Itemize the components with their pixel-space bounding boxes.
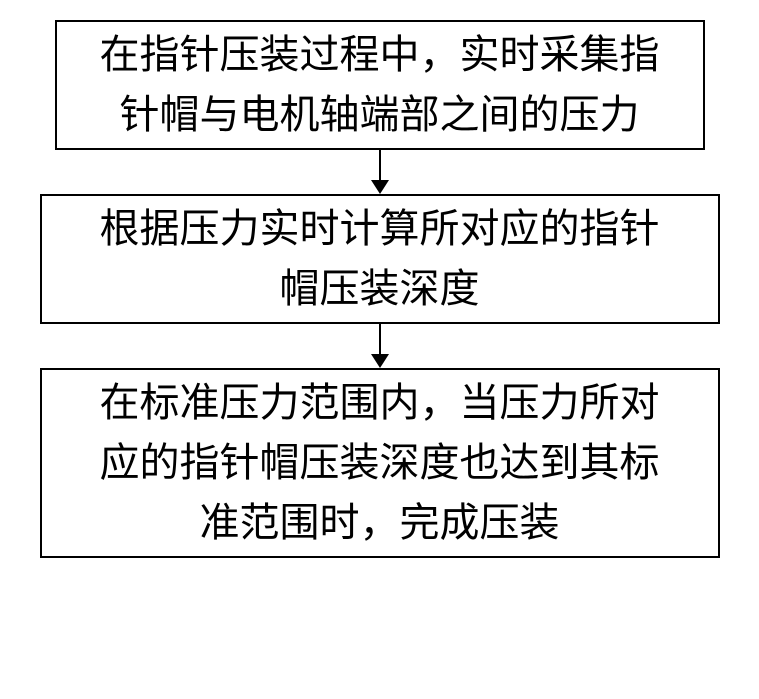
flowchart-step-1: 在指针压装过程中，实时采集指 针帽与电机轴端部之间的压力	[55, 20, 705, 150]
flowchart-step-3: 在标准压力范围内，当压力所对 应的指针帽压装深度也达到其标 准范围时，完成压装	[40, 368, 720, 558]
flowchart-step-2: 根据压力实时计算所对应的指针 帽压装深度	[40, 194, 720, 324]
arrow-line	[379, 324, 381, 354]
arrow-line	[379, 150, 381, 180]
flowchart-arrow-1	[371, 150, 389, 194]
arrow-head-icon	[371, 354, 389, 368]
flowchart-arrow-2	[371, 324, 389, 368]
arrow-head-icon	[371, 180, 389, 194]
flowchart-container: 在指针压装过程中，实时采集指 针帽与电机轴端部之间的压力 根据压力实时计算所对应…	[40, 20, 720, 558]
